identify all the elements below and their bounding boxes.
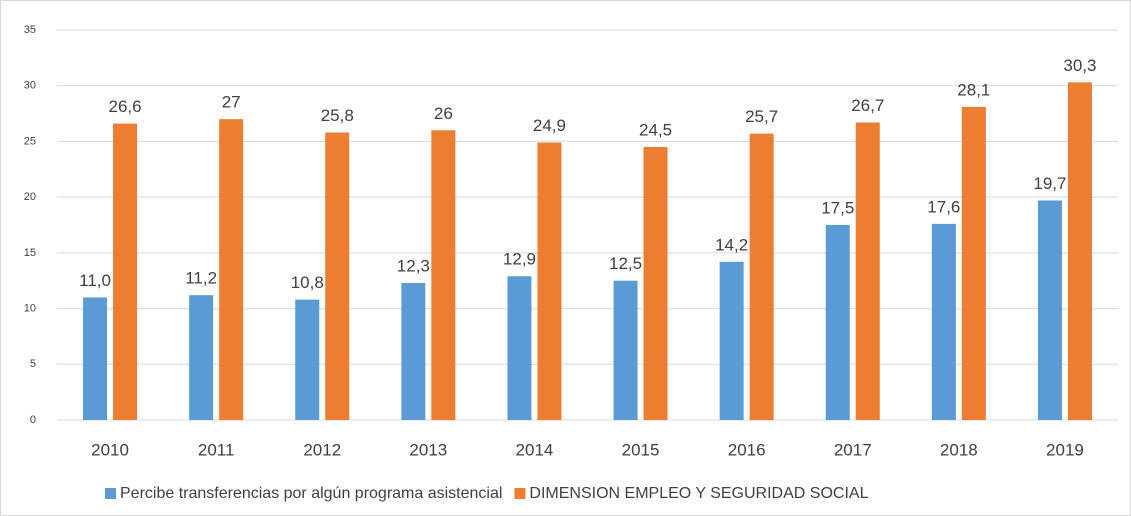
bar [1037,200,1062,420]
value-label: 26 [434,104,453,123]
x-tick-label: 2011 [198,440,235,459]
value-label: 12,9 [503,250,536,269]
y-tick-label: 15 [24,247,36,259]
value-label: 28,1 [957,80,990,99]
value-label: 17,5 [821,198,854,217]
y-tick-label: 10 [24,302,36,314]
bar [961,106,986,420]
x-tick-label: 2017 [834,440,872,459]
x-tick-label: 2018 [940,440,978,459]
value-label: 24,9 [533,116,566,135]
bar [931,223,956,420]
bar [537,142,562,421]
bar [643,147,668,420]
bar [295,299,320,420]
x-tick-label: 2016 [728,440,766,459]
value-label: 26,7 [851,96,884,115]
value-label: 25,8 [321,106,354,125]
y-tick-label: 35 [24,24,36,36]
bar [855,122,880,420]
y-tick-label: 5 [30,358,36,370]
value-label: 24,5 [639,120,672,139]
x-tick-label: 2019 [1046,440,1084,459]
value-label: 27 [222,93,241,112]
bar [325,132,350,420]
value-label: 10,8 [291,273,324,292]
bar [431,130,456,421]
value-label: 12,3 [397,256,430,275]
value-label: 12,5 [609,254,642,273]
value-label: 11,2 [185,269,217,288]
legend-label: Percibe transferencias por algún program… [120,485,502,502]
x-tick-label: 2010 [91,440,129,459]
y-tick-label: 20 [24,191,36,203]
legend-label: DIMENSION EMPLEO Y SEGURIDAD SOCIAL [529,485,868,502]
bar [825,225,850,420]
x-tick-label: 2012 [303,440,341,459]
bar [401,282,426,420]
bar [83,297,108,420]
x-tick-label: 2013 [409,440,447,459]
y-tick-label: 0 [30,414,36,426]
bar [507,276,532,420]
y-tick-label: 30 [24,80,36,92]
legend-swatch [105,488,116,499]
value-label: 25,7 [745,107,778,126]
bar [613,280,638,420]
x-tick-label: 2014 [516,440,554,459]
x-tick-label: 2015 [622,440,660,459]
bar [189,295,214,420]
value-label: 26,6 [109,97,142,116]
bar [113,123,138,420]
value-label: 11,0 [79,271,111,290]
value-label: 19,7 [1033,174,1066,193]
bar [719,261,744,420]
legend-swatch [514,488,526,499]
bar [749,133,774,420]
bar [219,119,244,421]
value-label: 30,3 [1063,56,1096,75]
y-tick-label: 25 [24,135,36,147]
value-label: 17,6 [927,197,960,216]
value-label: 14,2 [715,235,748,254]
bar [1067,82,1092,420]
